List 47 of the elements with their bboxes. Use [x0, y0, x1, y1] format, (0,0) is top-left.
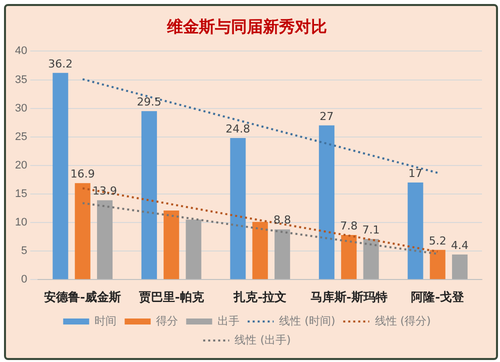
- data-label: 7.8: [340, 219, 358, 232]
- bar: [97, 200, 113, 280]
- data-label: 16.9: [70, 167, 95, 180]
- x-tick-label: 阿隆-戈登: [411, 290, 466, 304]
- data-label: 7.1: [362, 223, 380, 236]
- data-label: 24.8: [226, 122, 250, 136]
- bar: [141, 111, 157, 280]
- y-tick-label: 5: [21, 245, 28, 258]
- data-label: 5.2: [428, 234, 446, 248]
- legend-label: 时间: [94, 314, 117, 328]
- y-tick-label: 0: [21, 274, 28, 286]
- legend-label: 线性 (时间): [279, 314, 336, 328]
- legend-label: 线性 (出手): [234, 333, 291, 346]
- bar: [230, 138, 246, 280]
- y-tick-label: 40: [14, 45, 28, 58]
- bar: [430, 250, 446, 280]
- data-label: 4.4: [451, 238, 469, 252]
- y-tick-label: 30: [14, 102, 28, 114]
- data-label: 36.2: [48, 57, 73, 70]
- bar: [252, 222, 268, 280]
- bar: [318, 125, 334, 280]
- y-tick-label: 10: [14, 216, 28, 229]
- x-tick-label: 安德鲁-威金斯: [44, 290, 122, 304]
- x-tick-label: 马库斯-斯玛特: [310, 290, 388, 304]
- bar: [74, 183, 90, 280]
- bar: [408, 182, 424, 280]
- y-tick-label: 25: [14, 130, 28, 143]
- data-label: 27: [320, 110, 334, 123]
- data-label: 29.5: [136, 96, 162, 109]
- bar: [452, 254, 468, 280]
- x-tick-label: 扎克-拉文: [232, 290, 287, 304]
- data-label: 17: [408, 166, 422, 180]
- bar: [274, 229, 290, 280]
- legend-label: 线性 (得分): [374, 314, 431, 328]
- legend-label: 得分: [156, 314, 178, 328]
- chart-title: 维金斯与同届新秀对比: [166, 16, 327, 36]
- legend-label: 出手: [218, 314, 240, 328]
- data-label: 8.8: [274, 214, 292, 227]
- bar: [52, 72, 68, 280]
- x-tick-label: 贾巴里-帕克: [138, 290, 205, 304]
- bar: [341, 235, 357, 280]
- y-tick-label: 15: [14, 188, 28, 200]
- y-tick-label: 20: [14, 159, 28, 172]
- bar: [363, 239, 379, 280]
- y-tick-label: 35: [14, 74, 28, 86]
- bar: [164, 210, 180, 280]
- bar: [186, 220, 202, 280]
